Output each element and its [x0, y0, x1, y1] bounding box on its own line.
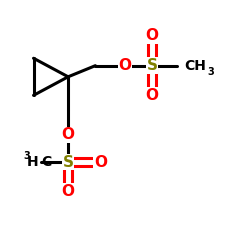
Text: S: S: [147, 58, 158, 73]
Text: 3: 3: [23, 151, 30, 161]
Text: H: H: [27, 155, 38, 169]
Text: S: S: [63, 154, 74, 170]
Text: O: O: [118, 58, 132, 73]
Text: 3: 3: [208, 67, 214, 77]
Text: O: O: [146, 88, 159, 103]
Text: O: O: [62, 128, 75, 142]
Text: C: C: [41, 155, 51, 169]
Text: O: O: [94, 154, 107, 170]
Text: CH: CH: [184, 59, 206, 73]
Text: O: O: [146, 28, 159, 44]
Text: O: O: [62, 184, 75, 199]
